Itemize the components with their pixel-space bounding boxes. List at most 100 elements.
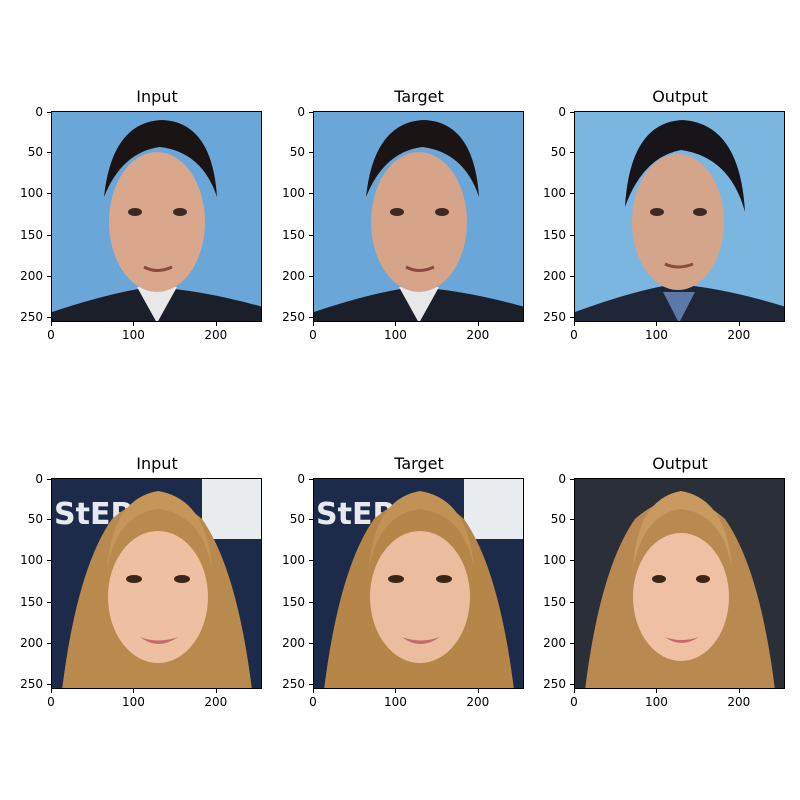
y-tick-label: 0 [558, 471, 566, 486]
y-tick-mark [570, 601, 574, 603]
y-tick-mark [570, 642, 574, 644]
y-tick-label: 200 [20, 268, 43, 283]
y-tick-mark [47, 519, 51, 521]
x-tick-label: 0 [47, 695, 55, 709]
y-tick-mark [47, 560, 51, 562]
y-tick-label: 200 [543, 635, 566, 650]
x-tick-label: 100 [383, 328, 407, 342]
panel-title: Output [652, 87, 708, 106]
x-tick-mark [215, 689, 217, 693]
y-tick-mark [570, 152, 574, 154]
x-tick-label: 200 [466, 695, 490, 709]
y-tick-label: 150 [543, 227, 566, 242]
y-tick-mark [47, 601, 51, 603]
face-image-woman-output [574, 478, 785, 689]
y-tick-label: 0 [558, 104, 566, 119]
y-tick-mark [309, 193, 313, 195]
x-tick-mark [215, 322, 217, 326]
x-tick-mark [133, 689, 135, 693]
y-tick-mark [570, 111, 574, 113]
y-tick-mark [309, 317, 313, 319]
y-tick-mark [570, 478, 574, 480]
y-tick-label: 0 [35, 471, 43, 486]
y-tick-mark [309, 519, 313, 521]
y-tick-label: 50 [550, 512, 566, 527]
x-tick-mark [477, 689, 479, 693]
face-image-man-target [313, 111, 524, 322]
x-tick-label: 0 [47, 328, 55, 342]
y-tick-mark [309, 111, 313, 113]
y-tick-label: 100 [543, 553, 566, 568]
y-tick-mark [309, 275, 313, 277]
y-tick-mark [47, 642, 51, 644]
y-tick-label: 250 [543, 677, 566, 692]
x-tick-label: 200 [727, 695, 751, 709]
y-tick-label: 50 [289, 145, 305, 160]
y-tick-label: 0 [35, 104, 43, 119]
y-tick-mark [47, 684, 51, 686]
y-tick-label: 50 [550, 145, 566, 160]
y-tick-label: 150 [543, 594, 566, 609]
y-tick-mark [309, 684, 313, 686]
y-tick-label: 200 [20, 635, 43, 650]
y-tick-label: 250 [20, 677, 43, 692]
x-tick-label: 0 [570, 695, 578, 709]
y-tick-mark [47, 317, 51, 319]
panel-title: Input [136, 454, 178, 473]
y-tick-label: 150 [20, 594, 43, 609]
y-tick-label: 100 [543, 186, 566, 201]
y-tick-label: 200 [282, 268, 305, 283]
y-tick-mark [309, 234, 313, 236]
y-tick-label: 250 [282, 310, 305, 325]
x-tick-label: 100 [121, 328, 145, 342]
y-tick-label: 150 [282, 227, 305, 242]
x-tick-mark [656, 322, 658, 326]
y-tick-mark [309, 601, 313, 603]
y-tick-label: 50 [27, 512, 43, 527]
x-tick-mark [313, 689, 314, 693]
y-tick-mark [47, 193, 51, 195]
y-tick-label: 100 [20, 553, 43, 568]
panel-title: Target [394, 454, 444, 473]
y-tick-label: 250 [282, 677, 305, 692]
x-tick-mark [574, 689, 575, 693]
x-tick-mark [51, 322, 52, 326]
y-tick-mark [570, 317, 574, 319]
y-tick-label: 50 [289, 512, 305, 527]
y-tick-mark [47, 478, 51, 480]
x-tick-label: 0 [570, 328, 578, 342]
y-tick-label: 0 [297, 471, 305, 486]
x-tick-label: 100 [644, 695, 668, 709]
y-tick-mark [47, 152, 51, 154]
y-tick-mark [47, 275, 51, 277]
x-tick-mark [656, 689, 658, 693]
x-tick-label: 0 [309, 328, 317, 342]
y-tick-label: 250 [20, 310, 43, 325]
y-tick-label: 100 [20, 186, 43, 201]
y-tick-mark [309, 152, 313, 154]
x-tick-label: 100 [121, 695, 145, 709]
x-tick-mark [574, 322, 575, 326]
face-image-man-input [51, 111, 262, 322]
y-tick-label: 150 [20, 227, 43, 242]
y-tick-label: 0 [297, 104, 305, 119]
panel-title: Target [394, 87, 444, 106]
y-tick-mark [570, 560, 574, 562]
y-tick-label: 200 [282, 635, 305, 650]
x-tick-mark [133, 322, 135, 326]
y-tick-label: 250 [543, 310, 566, 325]
x-tick-mark [738, 322, 740, 326]
panel-title: Output [652, 454, 708, 473]
x-tick-mark [313, 322, 314, 326]
y-tick-mark [570, 275, 574, 277]
y-tick-label: 100 [282, 186, 305, 201]
x-tick-mark [51, 689, 52, 693]
face-image-woman-input: StEP [51, 478, 262, 689]
x-tick-mark [477, 322, 479, 326]
y-tick-mark [309, 642, 313, 644]
x-tick-mark [395, 322, 397, 326]
face-image-man-output [574, 111, 785, 322]
y-tick-mark [570, 684, 574, 686]
x-tick-label: 100 [644, 328, 668, 342]
y-tick-mark [47, 234, 51, 236]
